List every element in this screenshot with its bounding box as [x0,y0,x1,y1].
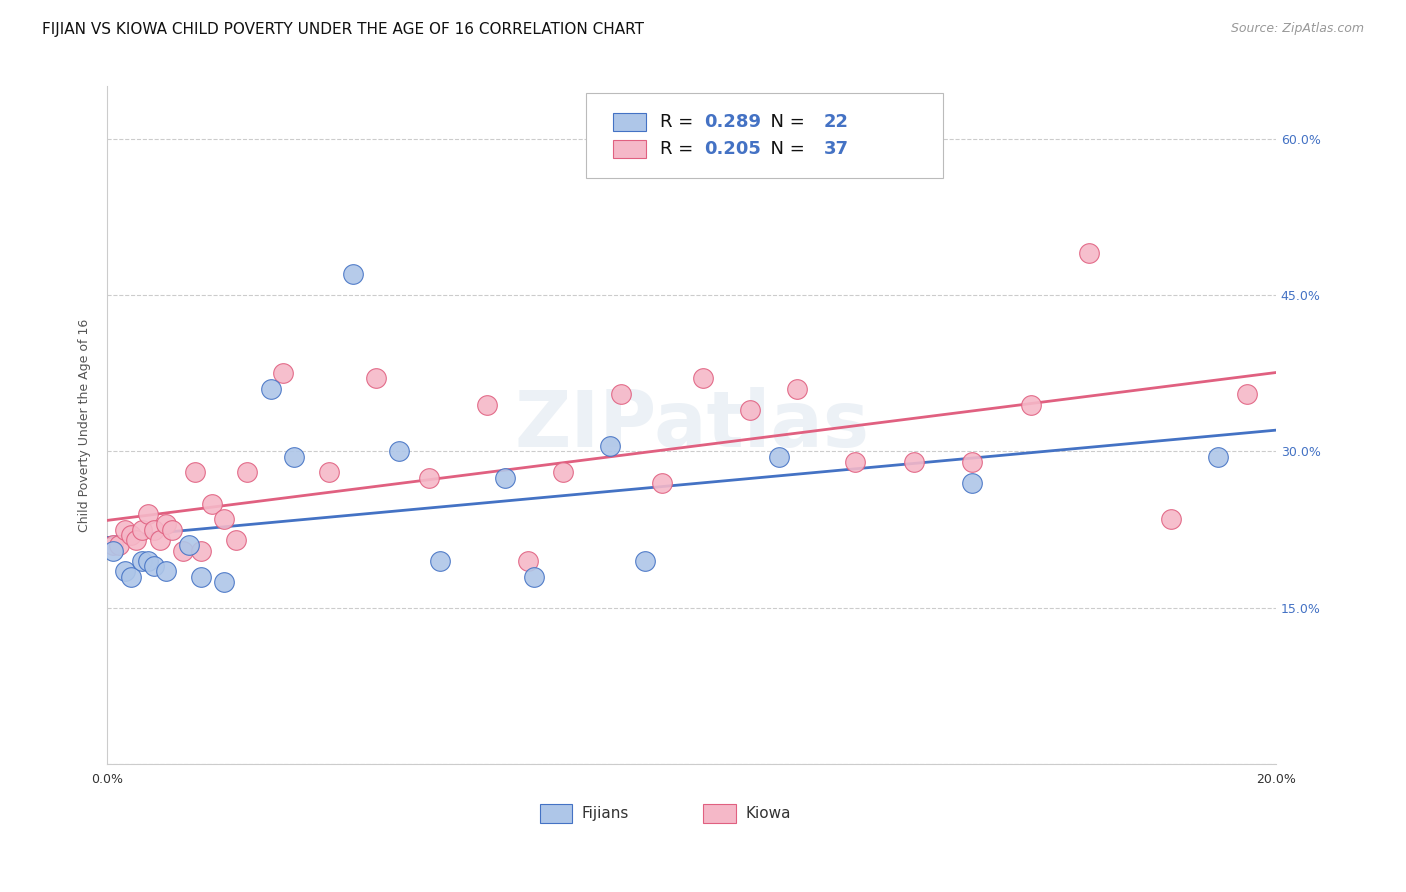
Point [184,466,207,480]
Point [108,538,131,552]
Point [768,450,790,464]
Text: N =: N = [759,140,811,158]
Point [136,507,159,521]
Point [149,533,172,548]
Point [271,366,294,380]
Point [960,455,983,469]
Point [160,523,183,537]
Point [131,523,153,537]
Point [131,554,153,568]
Point [283,450,305,464]
Point [1160,512,1182,526]
Point [136,554,159,568]
Point [114,565,136,579]
Point [1019,398,1042,412]
Point [190,543,212,558]
Point [1236,387,1258,401]
Y-axis label: Child Poverty Under the Age of 16: Child Poverty Under the Age of 16 [79,318,91,532]
Point [903,455,925,469]
Point [212,574,235,589]
Text: Kiowa: Kiowa [745,805,790,821]
Text: 22: 22 [824,113,849,131]
Point [260,382,283,396]
Point [738,402,761,417]
Point [523,569,546,583]
Point [517,554,540,568]
Point [475,398,498,412]
Point [143,523,166,537]
Point [101,538,124,552]
Point [494,470,516,484]
Text: Fijians: Fijians [582,805,628,821]
Point [418,470,440,484]
Text: 37: 37 [824,140,849,158]
Text: R =: R = [659,140,699,158]
Point [634,554,657,568]
Text: 0.289: 0.289 [704,113,762,131]
Text: ZIPatlas: ZIPatlas [515,387,869,463]
Point [610,387,633,401]
Point [1078,246,1101,260]
FancyBboxPatch shape [703,804,735,822]
Point [201,497,224,511]
Point [786,382,808,396]
Text: Source: ZipAtlas.com: Source: ZipAtlas.com [1230,22,1364,36]
Point [120,528,142,542]
Point [388,444,411,458]
Point [551,466,574,480]
Point [225,533,247,548]
FancyBboxPatch shape [613,140,645,158]
Point [125,533,148,548]
Text: FIJIAN VS KIOWA CHILD POVERTY UNDER THE AGE OF 16 CORRELATION CHART: FIJIAN VS KIOWA CHILD POVERTY UNDER THE … [42,22,644,37]
FancyBboxPatch shape [540,804,572,822]
Point [101,543,124,558]
Text: N =: N = [759,113,811,131]
Point [236,466,259,480]
Text: 0.205: 0.205 [704,140,761,158]
Point [172,543,194,558]
Point [120,569,142,583]
Point [177,538,200,552]
Point [318,466,340,480]
Point [155,565,177,579]
Point [844,455,866,469]
Point [1206,450,1229,464]
Point [651,475,673,490]
Point [429,554,451,568]
Point [599,439,621,453]
FancyBboxPatch shape [613,113,645,131]
Point [342,267,364,281]
Point [364,371,387,385]
Point [212,512,235,526]
Point [692,371,714,385]
FancyBboxPatch shape [586,93,943,178]
Point [190,569,212,583]
Point [960,475,983,490]
Point [155,517,177,532]
Text: R =: R = [659,113,699,131]
Point [143,559,166,574]
Point [114,523,136,537]
